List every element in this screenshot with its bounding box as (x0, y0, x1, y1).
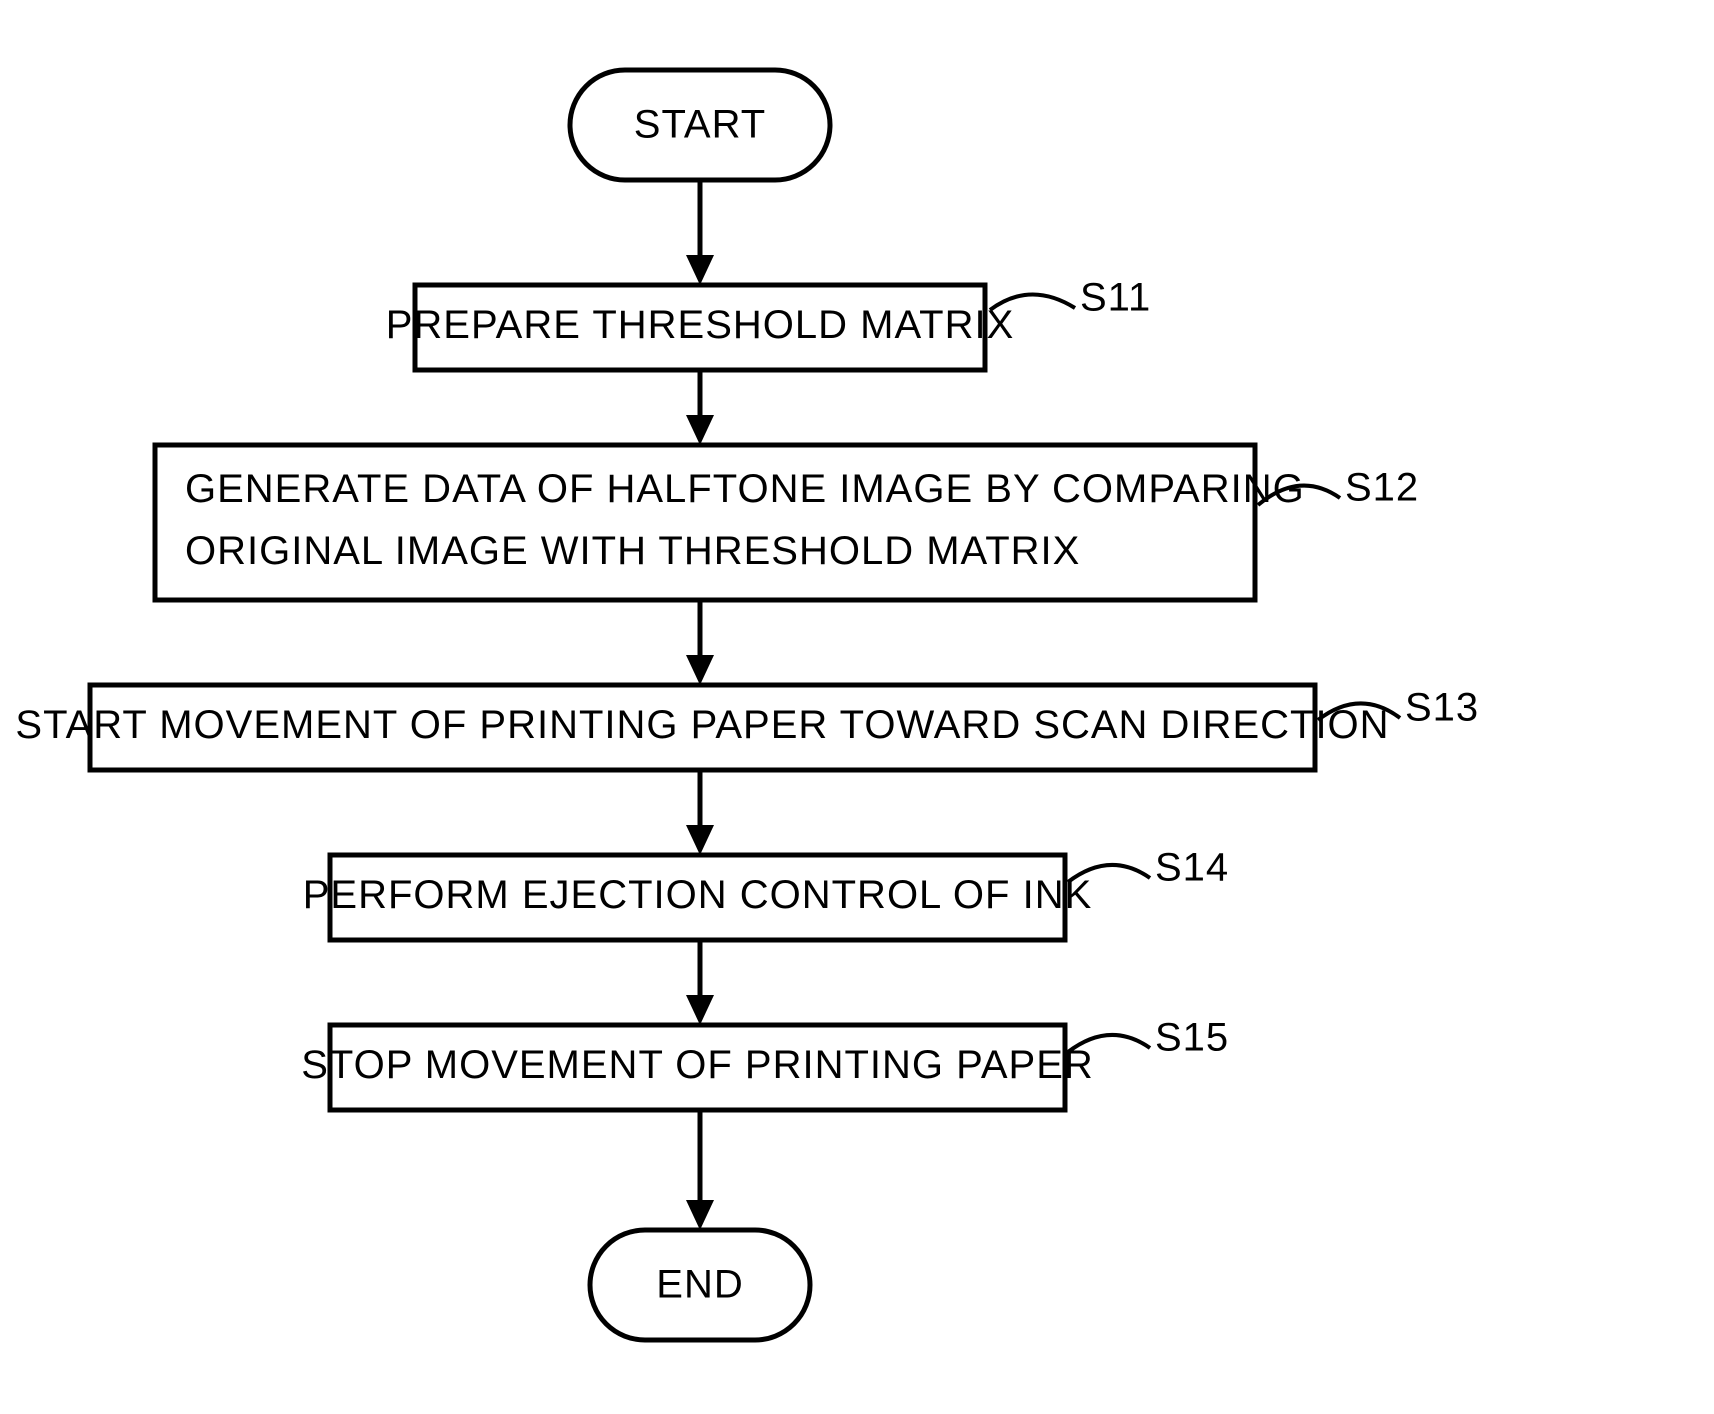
step-text: STOP MOVEMENT OF PRINTING PAPER (301, 1043, 1094, 1087)
end-terminal-label: END (656, 1263, 743, 1307)
step-text: GENERATE DATA OF HALFTONE IMAGE BY COMPA… (185, 467, 1305, 511)
step-label: S13 (1405, 686, 1479, 730)
step-label: S15 (1155, 1016, 1229, 1060)
step-text: START MOVEMENT OF PRINTING PAPER TOWARD … (15, 703, 1389, 747)
step-text: PERFORM EJECTION CONTROL OF INK (303, 873, 1093, 917)
step-text: ORIGINAL IMAGE WITH THRESHOLD MATRIX (185, 529, 1080, 573)
step-label: S14 (1155, 846, 1229, 890)
step-text: PREPARE THRESHOLD MATRIX (386, 303, 1015, 347)
step-label: S12 (1345, 466, 1419, 510)
start-terminal-label: START (634, 103, 766, 147)
step-label: S11 (1080, 276, 1151, 320)
